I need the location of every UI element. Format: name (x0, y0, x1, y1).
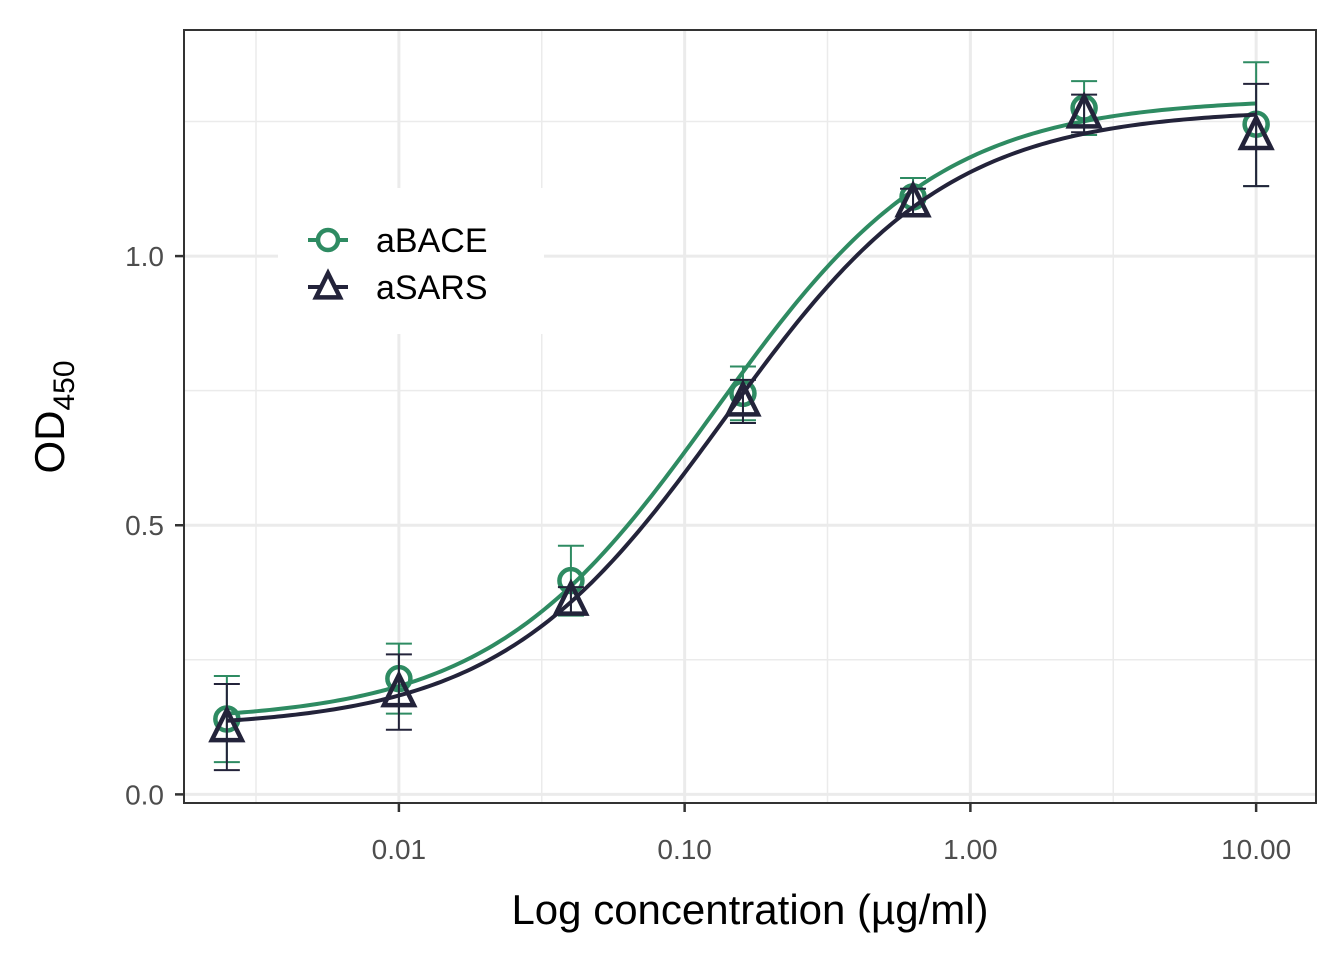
x-tick-label: 10.00 (1221, 834, 1291, 865)
x-axis-title: Log concentration (µg/ml) (511, 886, 988, 933)
x-tick-label: 0.10 (657, 834, 712, 865)
legend-key-asars (312, 268, 344, 300)
y-tick-label: 1.0 (125, 241, 164, 272)
x-tick-label: 1.00 (943, 834, 998, 865)
y-axis-title-subscript: 450 (48, 360, 81, 410)
data-point-asars (1237, 112, 1275, 151)
series-layer (208, 61, 1275, 772)
legend-box (278, 188, 544, 334)
data-point-asars (208, 704, 246, 743)
data-point-asars (552, 578, 590, 616)
minor-gridlines (184, 30, 1316, 803)
x-tick-label: 0.01 (372, 834, 427, 865)
axis-ticks: 0.01 0.10 1.00 10.00 0.0 0.5 1.0 (125, 241, 1291, 865)
legend-label-abace: aBACE (376, 222, 488, 260)
legend-key-abace (315, 227, 341, 253)
legend-label-asars: aSARS (376, 269, 488, 307)
data-point-asars (724, 379, 762, 417)
y-axis-title: OD450 (26, 360, 81, 473)
data-point-asars (1065, 91, 1103, 129)
y-tick-label: 0.0 (125, 779, 164, 810)
y-tick-label: 0.5 (125, 510, 164, 541)
plot-panel-border (183, 29, 1317, 804)
y-axis-title-main: OD (26, 411, 73, 474)
data-point-asars (894, 180, 932, 218)
legend: aBACE aSARS (278, 188, 544, 334)
data-point-asars (380, 669, 418, 708)
